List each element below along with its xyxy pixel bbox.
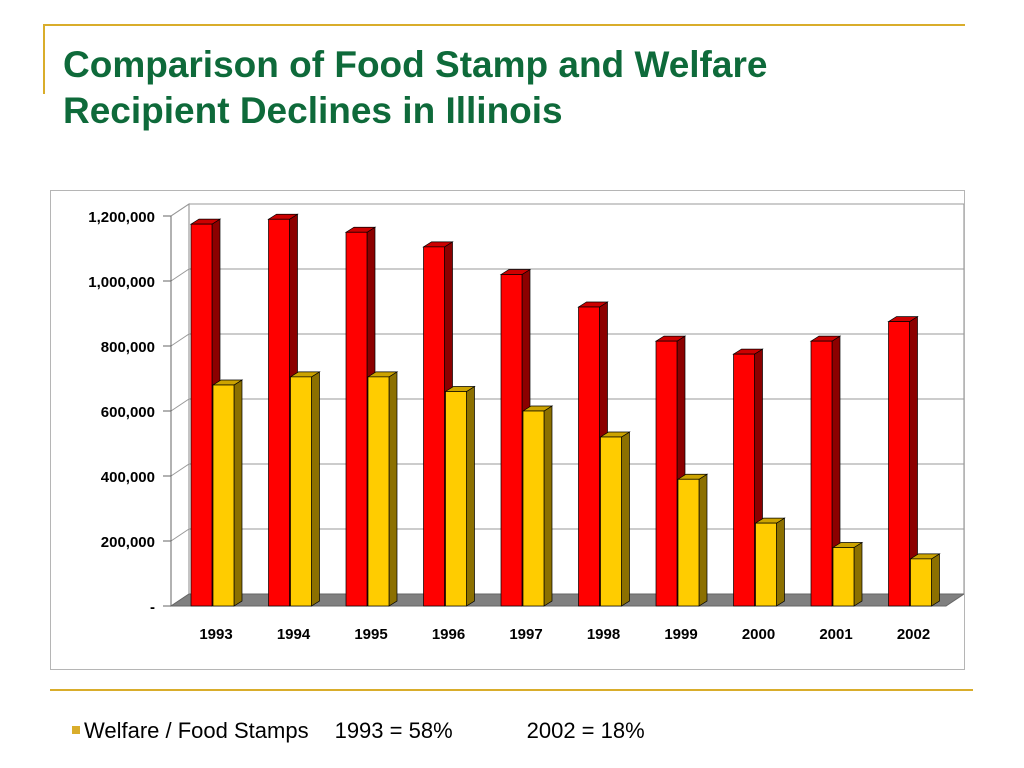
x-tick-label: 1996 xyxy=(432,626,465,643)
gridline xyxy=(170,268,964,282)
x-tick-label: 1997 xyxy=(509,626,542,643)
x-tick-label: 1999 xyxy=(664,626,697,643)
y-tick-label: 200,000 xyxy=(101,534,155,551)
chart-frame: - 200,000 400,000 600,000 800,000 1,000,000 1,… xyxy=(50,190,965,670)
x-tick-label: 1994 xyxy=(277,626,311,643)
bar xyxy=(190,223,213,607)
bar xyxy=(578,306,600,607)
slide-title: Comparison of Food Stamp and Welfare Rec… xyxy=(63,42,963,134)
x-tick-label: 2001 xyxy=(819,626,852,643)
bar xyxy=(268,218,290,607)
footnote-1993-ratio: 1993 = 58% xyxy=(334,718,453,743)
footnote-2002-ratio: 2002 = 18% xyxy=(526,718,645,743)
x-tick-label: 2000 xyxy=(742,626,775,643)
bar-chart: - 200,000 400,000 600,000 800,000 1,000,000 1,… xyxy=(88,203,964,643)
square-bullet-icon xyxy=(72,726,80,735)
title-accent-vertical xyxy=(43,24,45,94)
bar-side xyxy=(621,431,630,607)
title-accent-top xyxy=(43,24,965,26)
bar xyxy=(733,353,755,607)
bottom-divider xyxy=(50,689,973,691)
y-tick-label: 1,200,000 xyxy=(88,209,155,226)
gridline xyxy=(170,463,964,477)
y-tick-label: - xyxy=(150,599,155,616)
bar xyxy=(290,376,312,607)
bar xyxy=(500,274,523,607)
bar xyxy=(810,340,833,607)
bar xyxy=(677,478,700,607)
gridline xyxy=(170,203,964,217)
x-tick-label: 2002 xyxy=(897,626,930,643)
bar-side xyxy=(233,379,243,607)
bar-side xyxy=(931,553,940,607)
y-tick-label: 400,000 xyxy=(101,469,155,486)
footnote-label: Welfare / Food Stamps xyxy=(84,718,309,743)
gridline xyxy=(170,398,964,412)
gridline xyxy=(170,333,964,347)
bar xyxy=(522,410,545,607)
x-tick-label: 1998 xyxy=(587,626,620,643)
bar xyxy=(423,246,445,607)
bar xyxy=(832,547,855,607)
bar xyxy=(910,558,932,607)
bar xyxy=(445,391,467,607)
y-tick-label: 600,000 xyxy=(101,404,155,421)
bar xyxy=(212,384,235,607)
bar-side xyxy=(776,517,785,607)
x-tick-label: 1993 xyxy=(199,626,232,643)
bar xyxy=(888,321,910,607)
bar-side xyxy=(853,541,863,607)
bar xyxy=(367,376,390,607)
bar xyxy=(655,340,678,607)
title-line-1: Comparison of Food Stamp and Welfare xyxy=(63,44,768,85)
bar xyxy=(755,522,777,607)
bar xyxy=(600,436,622,607)
footnote: Welfare / Food Stamps 1993 = 58% 2002 = 18… xyxy=(72,718,645,744)
bar-side xyxy=(466,385,475,607)
bar xyxy=(345,231,368,607)
y-tick-label: 1,000,000 xyxy=(88,274,155,291)
bar-side xyxy=(311,371,320,607)
bar-side xyxy=(388,371,398,607)
bar-side xyxy=(698,473,708,607)
x-tick-label: 1995 xyxy=(354,626,387,643)
title-line-2: Recipient Declines in Illinois xyxy=(63,90,563,131)
bar-side xyxy=(543,405,553,607)
y-tick-label: 800,000 xyxy=(101,339,155,356)
